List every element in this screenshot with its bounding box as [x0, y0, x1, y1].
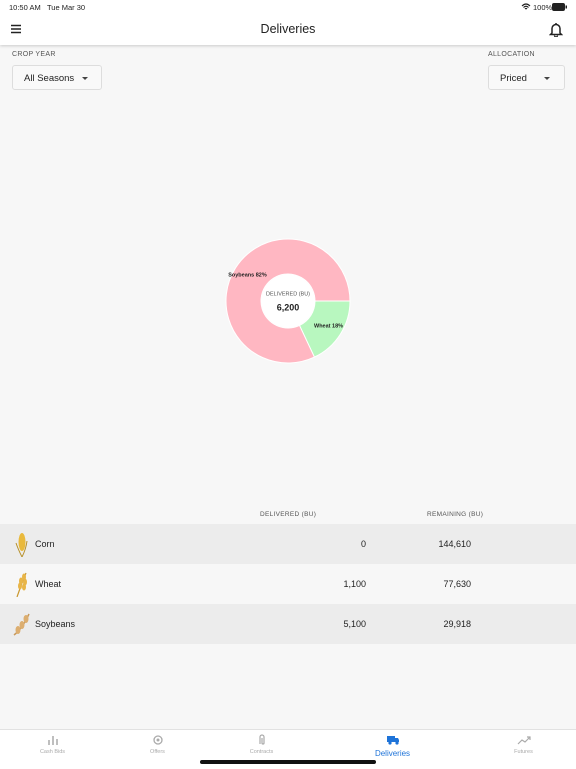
remaining: 29,918 [443, 619, 471, 629]
filter-label: ALLOCATION [488, 51, 535, 58]
dropdown-value: All Seasons [24, 73, 75, 84]
wifi-icon [521, 3, 531, 10]
pie-slice [225, 238, 351, 364]
time: 10:50 AM [9, 3, 41, 12]
filter-label: CROP YEAR [12, 51, 56, 58]
crop-name: Corn [35, 539, 55, 549]
tab-active[interactable]: Deliveries [335, 734, 450, 758]
slice-label: Wheat 18% [314, 324, 343, 330]
crop-name: Wheat [35, 579, 62, 589]
tab-label: Cash Bids [39, 749, 66, 755]
crop-name: Soybeans [35, 619, 76, 629]
notifications-button[interactable] [549, 22, 563, 37]
center-label: DELIVERED (BU) [266, 291, 310, 297]
crop-year-dropdown[interactable]: All Seasons [12, 65, 102, 90]
home-indicator [200, 760, 376, 764]
tab-label: Contracts [249, 749, 274, 755]
slice-value: 82% [256, 273, 267, 279]
corn-icon [15, 533, 28, 557]
status-bar: 10:50 AM Tue Mar 30 100% [0, 0, 576, 14]
allocation-dropdown[interactable]: Priced [488, 65, 565, 90]
tab-bar: Cash Bids Offers Contracts Deliveries Fu… [0, 729, 576, 769]
table-row: Soybeans 5,100 29,918 [0, 604, 576, 644]
delivered: 0 [360, 539, 366, 549]
battery-level: 100% [533, 3, 553, 12]
donut-hole [261, 274, 315, 328]
table-row: Wheat 1,100 77,630 [0, 564, 576, 604]
delivered: 1,100 [343, 579, 366, 589]
page-title: Deliveries [260, 22, 316, 36]
slice-value: 18% [332, 324, 343, 330]
tab[interactable]: Contracts [204, 734, 319, 755]
slice-category: Wheat [314, 324, 331, 330]
column-header: DELIVERED (BU) [260, 511, 317, 518]
tab-label: Futures [514, 749, 533, 755]
tab-label: Deliveries [374, 749, 411, 758]
slice-category: Soybeans [228, 273, 254, 279]
center-value: 6,200 [277, 302, 300, 312]
wheat-icon [16, 572, 27, 597]
delivered: 5,100 [343, 619, 366, 629]
tab[interactable]: Cash Bids [0, 734, 110, 755]
tab-label: Offers [150, 749, 165, 755]
donut-chart: DELIVERED (BU) 6,200 Wheat 18% Soybeans 8… [225, 238, 351, 364]
soybean-icon [13, 613, 30, 636]
tab[interactable]: Futures [466, 734, 576, 755]
table-row: Corn 0 144,610 [0, 524, 576, 564]
battery-icon [552, 3, 567, 11]
date: Tue Mar 30 [47, 3, 86, 12]
column-header: REMAINING (BU) [427, 511, 484, 518]
remaining: 144,610 [438, 539, 471, 549]
tab[interactable]: Offers [100, 734, 215, 755]
remaining: 77,630 [443, 579, 471, 589]
menu-button[interactable] [10, 24, 22, 34]
dropdown-value: Priced [500, 73, 527, 84]
slice-label: Soybeans 82% [228, 273, 267, 279]
